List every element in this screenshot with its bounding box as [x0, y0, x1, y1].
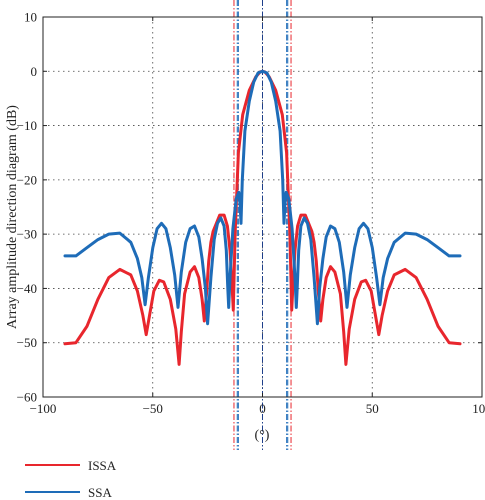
y-axis-title: Array amplitude direction diagram (dB) — [5, 105, 20, 329]
x-tick-label: −100 — [30, 401, 57, 416]
x-tick-label: 0 — [259, 401, 266, 416]
legend: ISSA SSA — [25, 458, 117, 500]
y-tick-label: 10 — [24, 10, 37, 25]
x-tick-label: 50 — [366, 401, 379, 416]
y-tick-label: 0 — [31, 64, 38, 79]
reference-lines — [233, 0, 292, 450]
legend-label-ssa: SSA — [88, 485, 112, 500]
x-tick-label: 100 — [472, 401, 485, 416]
y-tick-label: −60 — [17, 390, 37, 405]
series-group — [63, 69, 462, 366]
y-tick-label: −10 — [17, 118, 37, 133]
y-tick-label: −40 — [17, 281, 37, 296]
legend-label-issa: ISSA — [88, 458, 117, 473]
axis-ticks: −100−50050100100−10−20−30−40−50−60 — [17, 10, 485, 417]
y-tick-label: −20 — [17, 172, 37, 187]
x-tick-label: −50 — [143, 401, 163, 416]
y-tick-label: −50 — [17, 335, 37, 350]
series-line-ssa — [63, 69, 462, 326]
x-axis-title: (°) — [255, 428, 270, 443]
y-tick-label: −30 — [17, 227, 37, 242]
